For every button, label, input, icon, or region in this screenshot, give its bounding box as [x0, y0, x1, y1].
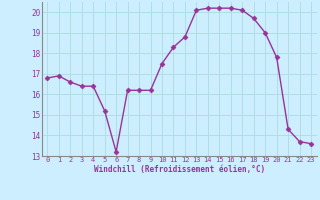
X-axis label: Windchill (Refroidissement éolien,°C): Windchill (Refroidissement éolien,°C) [94, 165, 265, 174]
